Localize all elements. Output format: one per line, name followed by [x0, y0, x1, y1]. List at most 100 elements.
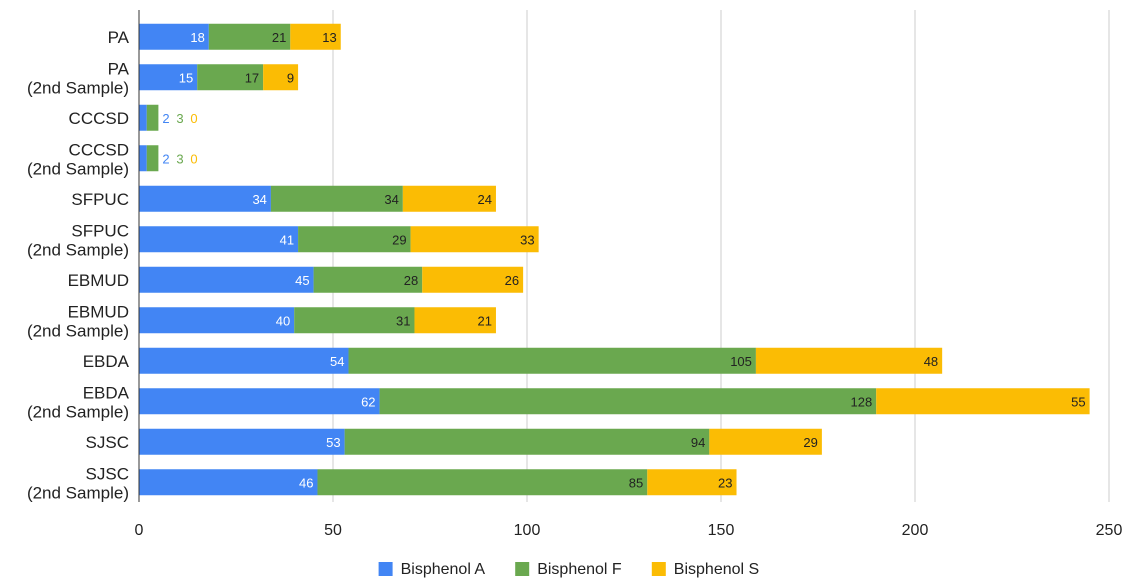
data-label: 18 — [190, 30, 204, 45]
bars — [139, 23, 1090, 496]
bar-segment — [197, 64, 264, 91]
bar-segment — [146, 104, 159, 131]
category-label: (2nd Sample) — [27, 240, 129, 259]
category-label: PA — [108, 59, 130, 78]
data-label: 85 — [629, 475, 643, 490]
data-label: 28 — [404, 273, 418, 288]
data-label: 0 — [190, 111, 197, 126]
bar-segment — [410, 226, 539, 253]
bar-segment — [298, 226, 411, 253]
x-tick-label: 100 — [514, 522, 541, 539]
data-label: 41 — [280, 232, 294, 247]
data-label: 24 — [477, 192, 491, 207]
bar-segment — [146, 145, 159, 172]
data-label: 29 — [392, 232, 406, 247]
x-tick-label: 150 — [708, 522, 735, 539]
bar-segment — [755, 347, 943, 374]
legend-label: Bisphenol S — [674, 561, 759, 578]
bar-segment — [344, 428, 710, 455]
bar-segment — [422, 266, 524, 293]
category-label: CCCSD — [69, 140, 129, 159]
x-tick-labels: 0 50 100 150 200 250 — [135, 522, 1123, 539]
bar-segment — [294, 307, 415, 334]
data-label: 128 — [850, 394, 872, 409]
data-label: 2 — [162, 151, 169, 166]
data-label: 17 — [245, 70, 259, 85]
bar-segment — [139, 226, 299, 253]
data-label: 94 — [691, 435, 705, 450]
x-tick-label: 50 — [324, 522, 342, 539]
category-label: SJSC — [86, 464, 129, 483]
bar-segment — [139, 185, 271, 212]
legend-label: Bisphenol A — [401, 561, 486, 578]
data-label: 31 — [396, 313, 410, 328]
bar-segment — [208, 23, 291, 50]
legend: Bisphenol A Bisphenol F Bisphenol S — [378, 561, 759, 578]
data-label: 9 — [287, 70, 294, 85]
category-label: (2nd Sample) — [27, 78, 129, 97]
data-label: 46 — [299, 475, 313, 490]
category-label: EBDA — [83, 352, 130, 371]
data-label: 62 — [361, 394, 375, 409]
category-label: SJSC — [86, 433, 129, 452]
category-label: CCCSD — [69, 109, 129, 128]
bar-segment — [313, 266, 423, 293]
bar-segment — [647, 469, 737, 496]
category-label: EBMUD — [68, 302, 129, 321]
bar-segment — [139, 104, 147, 131]
data-label: 21 — [477, 313, 491, 328]
data-label: 33 — [520, 232, 534, 247]
data-label: 26 — [505, 273, 519, 288]
data-label: 3 — [176, 111, 183, 126]
bar-segment — [402, 185, 496, 212]
category-label: EBMUD — [68, 271, 129, 290]
data-label: 54 — [330, 354, 344, 369]
bar-segment — [139, 145, 147, 172]
category-label: EBDA — [83, 383, 130, 402]
gridlines — [332, 10, 1110, 502]
category-label: (2nd Sample) — [27, 321, 129, 340]
data-label: 53 — [326, 435, 340, 450]
legend-swatch — [378, 562, 393, 576]
x-tick-label: 200 — [902, 522, 929, 539]
bar-segment — [139, 307, 295, 334]
legend-label: Bisphenol F — [537, 561, 622, 578]
bar-segment — [709, 428, 822, 455]
bar-segment — [139, 23, 209, 50]
data-label: 55 — [1071, 394, 1085, 409]
bar-segment — [139, 347, 349, 374]
data-label: 34 — [384, 192, 398, 207]
category-label: SFPUC — [71, 221, 129, 240]
legend-swatch — [651, 562, 666, 576]
bar-segment — [876, 388, 1090, 415]
category-label: PA — [108, 28, 130, 47]
data-label: 21 — [272, 30, 286, 45]
bar-segment — [414, 307, 496, 334]
bar-segment — [348, 347, 756, 374]
category-label: (2nd Sample) — [27, 402, 129, 421]
data-label: 45 — [295, 273, 309, 288]
category-label: SFPUC — [71, 190, 129, 209]
data-label: 34 — [252, 192, 266, 207]
data-label: 13 — [322, 30, 336, 45]
x-tick-label: 250 — [1096, 522, 1123, 539]
data-label: 23 — [718, 475, 732, 490]
legend-swatch — [515, 562, 530, 576]
category-label: (2nd Sample) — [27, 159, 129, 178]
bar-segment — [139, 388, 380, 415]
data-label: 3 — [176, 151, 183, 166]
bar-segment — [379, 388, 877, 415]
data-label: 29 — [803, 435, 817, 450]
bar-segment — [139, 428, 345, 455]
bar-segment — [139, 64, 198, 91]
data-label: 105 — [730, 354, 752, 369]
data-label: 2 — [162, 111, 169, 126]
bar-segment — [290, 23, 341, 50]
bar-segment — [139, 469, 318, 496]
bar-segment — [263, 64, 299, 91]
x-tick-label: 0 — [135, 522, 144, 539]
data-label: 40 — [276, 313, 290, 328]
category-label: (2nd Sample) — [27, 483, 129, 502]
